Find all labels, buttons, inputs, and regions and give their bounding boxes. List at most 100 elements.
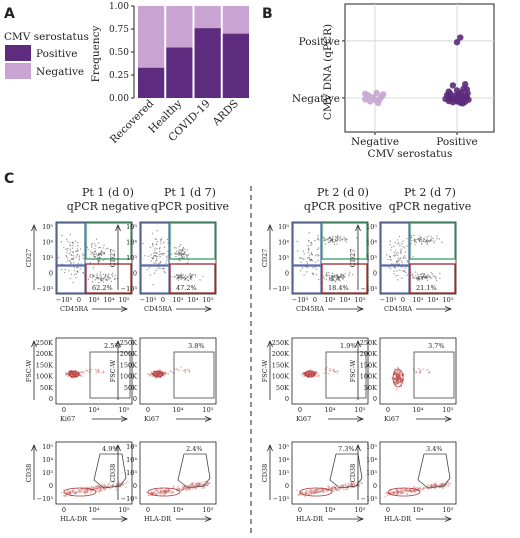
- cell-dot: [159, 253, 162, 255]
- cell-dot: [74, 374, 77, 377]
- cell-dot: [400, 490, 403, 493]
- cell-dot: [74, 373, 77, 375]
- flow-plot-frame: [55, 221, 133, 295]
- cell-dot: [68, 491, 71, 494]
- cell-dot: [333, 486, 336, 489]
- x-tick-label: 0: [62, 506, 66, 514]
- cell-dot: [109, 277, 112, 279]
- cell-dot: [308, 491, 311, 493]
- x-tick-label: 0: [313, 296, 317, 304]
- cell-dot: [75, 266, 78, 269]
- cell-dot: [151, 242, 154, 245]
- cell-dot: [158, 372, 161, 375]
- cell-dot: [399, 371, 401, 373]
- cell-dot: [97, 276, 99, 279]
- cell-dot: [89, 274, 92, 276]
- cell-dot: [178, 249, 180, 251]
- cell-dot: [310, 374, 313, 377]
- cell-dot: [70, 373, 73, 376]
- cell-dot: [147, 373, 149, 376]
- cell-dot: [307, 373, 309, 376]
- cell-dot: [332, 490, 335, 493]
- bar-ylabel: Frequency: [90, 26, 102, 83]
- cell-dot: [336, 243, 338, 245]
- cell-dot: [408, 489, 411, 491]
- cell-dot: [328, 279, 331, 281]
- x-axis-label: CD45RA: [296, 305, 324, 313]
- cell-dot: [395, 489, 398, 492]
- cell-dot: [112, 484, 115, 486]
- cell-dot: [314, 370, 317, 373]
- cell-dot: [310, 373, 313, 376]
- cell-dot: [420, 276, 422, 278]
- y-tick-label: −10³: [121, 495, 138, 503]
- scatter-frame: [344, 3, 495, 133]
- cell-dot: [335, 275, 338, 277]
- cell-dot: [178, 274, 180, 276]
- cell-dot: [420, 239, 422, 241]
- cell-dot: [417, 273, 419, 275]
- cell-dot: [300, 491, 303, 494]
- arrow-head: [444, 516, 453, 522]
- cell-dot: [337, 487, 339, 490]
- cell-dot: [391, 492, 394, 494]
- cell-dot: [60, 492, 63, 494]
- cell-dot: [349, 271, 351, 273]
- cell-dot: [180, 275, 183, 277]
- cell-dot: [354, 481, 357, 484]
- cell-dot: [180, 277, 183, 279]
- cell-dot: [402, 270, 404, 272]
- cell-dot: [304, 491, 307, 494]
- cell-dot: [439, 484, 442, 487]
- cell-dot: [80, 488, 83, 491]
- gate-cd27-neg: [56, 265, 86, 294]
- cell-dot: [89, 276, 92, 278]
- cell-dot: [159, 247, 161, 249]
- cell-dot: [163, 371, 166, 374]
- cell-dot: [299, 257, 301, 259]
- cell-dot: [76, 255, 78, 257]
- cell-dot: [297, 250, 299, 252]
- bar-negative: [222, 6, 249, 34]
- cell-dot: [337, 278, 339, 280]
- cell-dot: [146, 491, 148, 494]
- cell-dot: [76, 491, 79, 493]
- cell-dot: [406, 245, 408, 247]
- cell-dot: [394, 372, 396, 375]
- x-tick-label: −10³: [140, 296, 157, 304]
- y-tick-label: 0: [373, 270, 377, 278]
- cell-dot: [182, 487, 185, 490]
- cell-dot: [72, 241, 74, 244]
- cell-dot: [447, 482, 450, 484]
- cell-dot: [74, 372, 77, 375]
- cell-dot: [336, 238, 338, 241]
- cell-dot: [321, 490, 324, 493]
- cell-dot: [72, 373, 75, 376]
- cell-dot: [311, 491, 313, 494]
- x-tick-label: 10⁴: [173, 506, 184, 514]
- cell-dot: [394, 383, 397, 386]
- cell-dot: [70, 372, 72, 375]
- cell-dot: [64, 373, 67, 376]
- cell-dot: [166, 255, 168, 258]
- x-tick-label: 10⁵: [119, 506, 130, 514]
- cell-dot: [166, 257, 168, 259]
- cell-dot: [314, 375, 317, 378]
- cell-dot: [317, 375, 320, 378]
- cell-dot: [310, 251, 312, 254]
- cell-dot: [401, 492, 404, 495]
- cell-dot: [74, 492, 77, 495]
- y-tick-label: 10³: [42, 469, 53, 477]
- cell-dot: [71, 374, 74, 377]
- cell-dot: [307, 371, 310, 374]
- cell-dot: [435, 484, 438, 487]
- cell-dot: [425, 274, 427, 277]
- cell-dot: [307, 374, 310, 377]
- bar-chart: 0.000.250.500.751.00RecoveredHealthyCOVI…: [108, 2, 249, 146]
- cell-dot: [312, 491, 315, 493]
- cell-dot: [328, 486, 331, 489]
- cell-dot: [197, 482, 200, 485]
- cell-dot: [164, 491, 167, 494]
- cell-dot: [67, 489, 70, 492]
- cell-dot: [66, 492, 69, 495]
